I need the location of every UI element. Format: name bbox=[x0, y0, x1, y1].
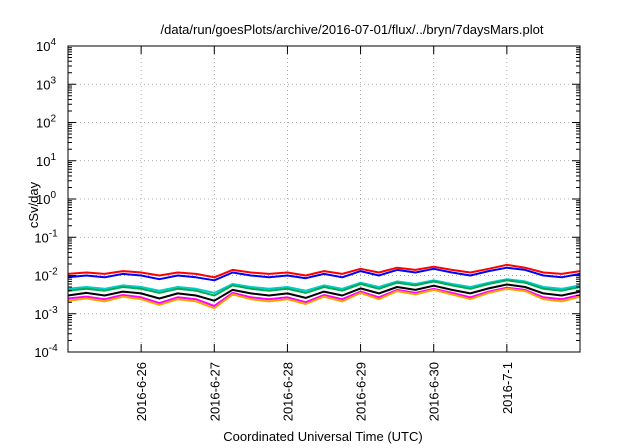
series-line bbox=[67, 286, 581, 307]
y-axis: 104 103 102 101 100 10-1 10-2 10-3 10-4 bbox=[34, 37, 580, 360]
series-line bbox=[67, 263, 581, 279]
series-line bbox=[67, 283, 581, 302]
series-line bbox=[67, 279, 581, 297]
grid-lines bbox=[68, 46, 580, 352]
x-axis-label: Coordinated Universal Time (UTC) bbox=[223, 429, 422, 444]
series-line bbox=[67, 266, 581, 282]
y-tick-label: 10-4 bbox=[34, 343, 58, 360]
y-tick-label: 103 bbox=[36, 75, 56, 92]
x-axis: 2016-6-26 2016-6-27 2016-6-28 2016-6-29 2016… bbox=[134, 46, 515, 421]
y-tick-label: 10-2 bbox=[34, 267, 58, 284]
y-axis-label: cSv/day bbox=[26, 181, 41, 228]
y-tick-label: 10-1 bbox=[34, 228, 58, 245]
x-tick-label: 2016-6-27 bbox=[207, 362, 222, 421]
x-tick-label: 2016-6-29 bbox=[354, 362, 369, 421]
series-line bbox=[67, 287, 581, 310]
y-tick-label: 101 bbox=[36, 152, 56, 169]
series-lines bbox=[67, 263, 581, 310]
y-tick-label: 10-3 bbox=[34, 305, 58, 322]
x-tick-label: 2016-6-28 bbox=[280, 362, 295, 421]
x-tick-label: 2016-6-26 bbox=[134, 362, 149, 421]
x-tick-label: 2016-6-30 bbox=[427, 362, 442, 421]
y-tick-label: 104 bbox=[36, 37, 56, 54]
series-line bbox=[67, 278, 581, 294]
y-tick-label: 102 bbox=[36, 114, 56, 131]
chart-title: /data/run/goesPlots/archive/2016-07-01/f… bbox=[161, 22, 544, 37]
x-tick-label: 2016-7-1 bbox=[500, 362, 515, 414]
y-tick-label: 100 bbox=[36, 190, 56, 207]
